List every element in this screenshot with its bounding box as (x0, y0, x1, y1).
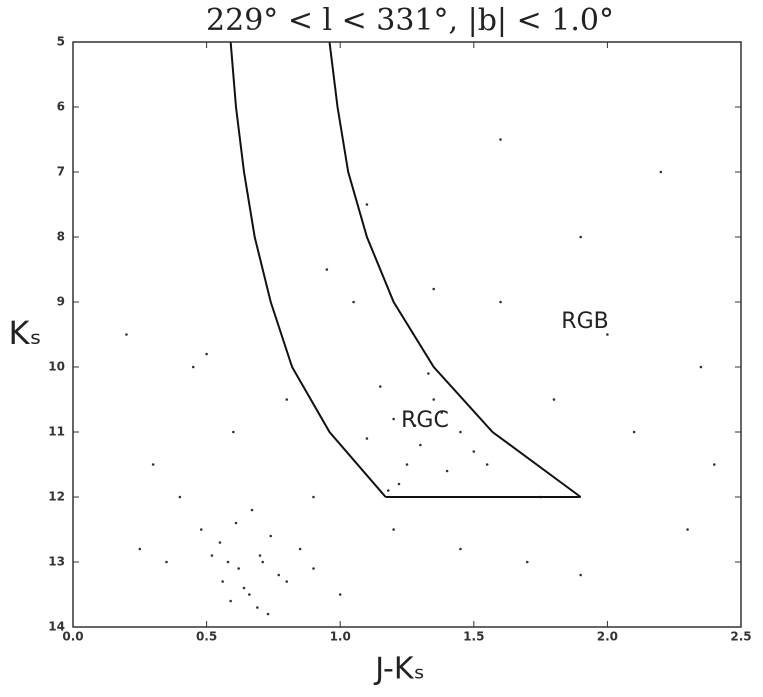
point (178, 495, 182, 499)
point (352, 300, 355, 304)
y-axis-label: Kₛ (9, 314, 42, 352)
point (226, 560, 230, 564)
point (165, 560, 168, 564)
point (445, 469, 449, 473)
point (579, 573, 582, 577)
point (699, 365, 703, 369)
point (459, 430, 462, 434)
point (237, 567, 240, 570)
annotation: RGC (401, 408, 449, 433)
y-tick-label: 10 (48, 360, 65, 374)
point (499, 300, 502, 304)
boundary-line (229, 41, 387, 498)
point (405, 463, 409, 466)
point (427, 372, 430, 375)
point (218, 541, 222, 544)
point (205, 352, 208, 356)
point (485, 463, 489, 466)
point (659, 170, 663, 174)
plot-frame (72, 41, 742, 628)
point (266, 612, 270, 616)
x-tick-label: 2.0 (597, 630, 618, 644)
point (392, 528, 395, 531)
point (298, 547, 302, 551)
point (221, 580, 224, 583)
point (606, 333, 609, 336)
point (261, 560, 265, 564)
point (552, 398, 556, 401)
point (365, 203, 369, 206)
x-tick-label: 0.5 (196, 630, 217, 644)
point (151, 463, 155, 466)
point (250, 508, 254, 512)
point (459, 547, 462, 551)
point (378, 385, 382, 388)
point (499, 138, 502, 141)
y-tick-label: 14 (48, 620, 65, 634)
point (386, 489, 390, 492)
point (365, 437, 369, 440)
point (234, 521, 238, 525)
x-tick-label: 2.5 (730, 630, 751, 644)
y-tick-label: 7 (57, 165, 65, 179)
point (440, 411, 444, 414)
point (579, 235, 582, 239)
point (413, 424, 417, 427)
point (392, 417, 395, 421)
point (285, 580, 289, 583)
point (125, 333, 128, 336)
point (258, 554, 262, 557)
point (199, 528, 203, 531)
y-tick-label: 9 (57, 295, 65, 309)
point (138, 547, 142, 551)
boundary-line (328, 41, 582, 498)
point (472, 450, 476, 453)
point (242, 586, 246, 590)
annotation: RGB (561, 309, 608, 334)
y-tick-label: 8 (57, 230, 65, 244)
point (210, 554, 214, 557)
point (312, 495, 315, 499)
y-tick-label: 13 (48, 555, 65, 569)
point (419, 443, 422, 447)
point (312, 567, 315, 570)
point (397, 482, 401, 486)
point (191, 365, 195, 369)
y-tick-label: 11 (48, 425, 65, 439)
point (229, 599, 232, 603)
x-tick-label: 1.0 (330, 630, 351, 644)
point (277, 573, 281, 577)
y-tick-label: 6 (57, 100, 65, 114)
point (269, 534, 273, 538)
point (432, 398, 436, 401)
point (525, 560, 529, 564)
x-tick-label: 0.0 (62, 630, 83, 644)
point (632, 430, 636, 434)
x-axis-label: J-Kₛ (373, 652, 424, 687)
y-tick-label: 12 (48, 490, 65, 504)
point (432, 287, 436, 291)
point (712, 463, 716, 466)
point (256, 606, 259, 609)
x-tick-label: 1.5 (463, 630, 484, 644)
point (686, 528, 689, 531)
y-tick-label: 5 (57, 35, 65, 49)
point (232, 430, 235, 434)
point (248, 593, 251, 596)
chart-title: 229° < l < 331°, |b| < 1.0° (206, 3, 614, 38)
point (325, 268, 329, 271)
point (285, 398, 289, 401)
point (338, 593, 342, 596)
